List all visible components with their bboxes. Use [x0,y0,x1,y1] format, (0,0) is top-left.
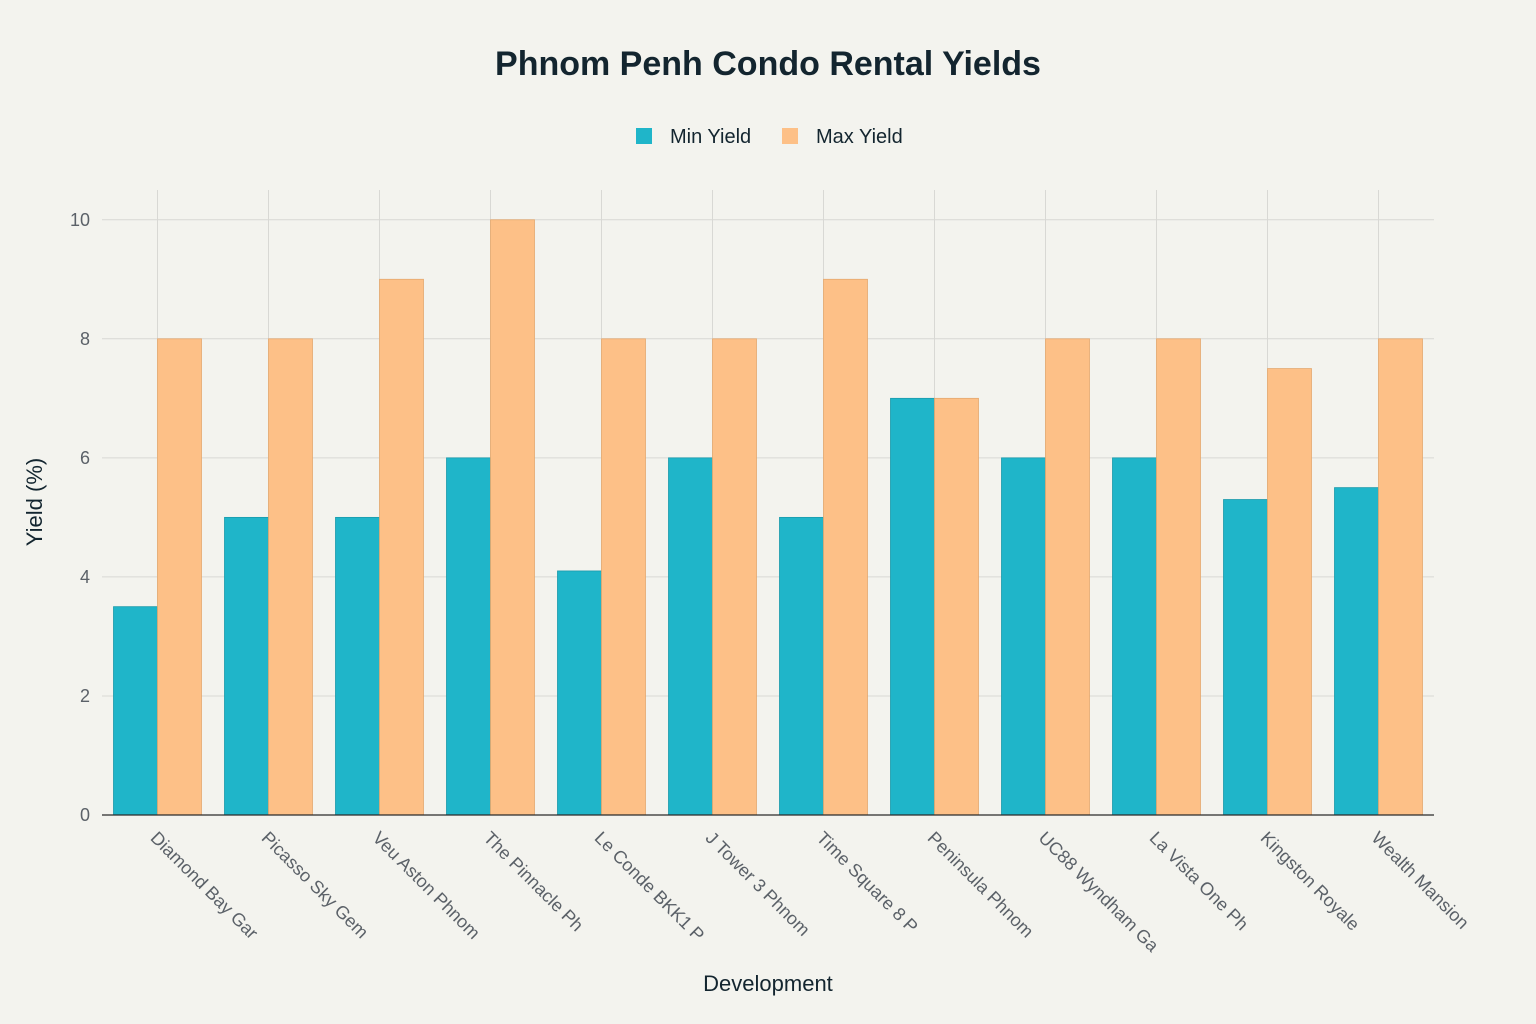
bar-min-yield[interactable] [224,516,269,816]
bar-min-yield[interactable] [1001,457,1046,816]
x-tick-label: J Tower 3 Phnom [702,828,814,940]
y-axis-title: Yield (%) [22,458,47,546]
bar-min-yield[interactable] [557,570,602,816]
y-tick-label: 8 [80,329,90,349]
x-tick-label: The Pinnacle Ph [480,828,588,936]
x-tick-label: Wealth Mansion [1368,828,1473,933]
x-tick-label: Le Conde BKK1 P [591,828,708,945]
bar-max-yield[interactable] [934,397,979,816]
bar-min-yield[interactable] [668,457,713,816]
x-tick-label: La Vista One Ph [1146,828,1253,935]
bar-max-yield[interactable] [268,338,313,816]
bar-min-yield[interactable] [446,457,491,816]
x-tick-label: Veu Aston Phnom [369,828,484,943]
x-tick-label: Picasso Sky Gem [258,828,373,943]
x-tick-label: Time Square 8 P [813,828,922,937]
x-tick-label: Diamond Bay Gar [147,828,262,943]
legend-label-max-yield[interactable]: Max Yield [816,126,903,148]
bar-min-yield[interactable] [335,516,380,816]
legend-swatch-max-yield[interactable] [782,128,798,144]
x-axis-title: Development [703,971,833,996]
y-tick-label: 2 [80,686,90,706]
bar-max-yield[interactable] [157,338,202,816]
bar-max-yield[interactable] [1156,338,1201,816]
bar-max-yield[interactable] [490,219,535,816]
y-axis-ticks: 0 2 4 6 8 10 [70,210,90,825]
bar-max-yield[interactable] [1045,338,1090,816]
x-tick-label: Peninsula Phnom [924,828,1038,942]
legend-label-min-yield[interactable]: Min Yield [670,126,751,148]
bar-max-yield[interactable] [1378,338,1423,816]
bar-max-yield[interactable] [712,338,757,816]
y-tick-label: 6 [80,448,90,468]
bar-max-yield[interactable] [379,278,424,816]
bar-min-yield[interactable] [890,397,935,816]
bar-min-yield[interactable] [1112,457,1157,816]
y-tick-label: 4 [80,567,90,587]
legend: Min Yield Max Yield [636,126,903,148]
x-tick-label: UC88 Wyndham Ga [1035,828,1164,957]
bars [113,219,1423,816]
bar-min-yield[interactable] [1223,499,1268,816]
y-tick-label: 10 [70,210,90,230]
bar-min-yield[interactable] [113,606,158,816]
bar-max-yield[interactable] [1267,368,1312,816]
legend-swatch-min-yield[interactable] [636,128,652,144]
bar-min-yield[interactable] [1334,487,1379,816]
y-tick-label: 0 [80,805,90,825]
bar-max-yield[interactable] [601,338,646,816]
bar-min-yield[interactable] [779,516,824,816]
chart-title: Phnom Penh Condo Rental Yields [495,45,1041,83]
bar-max-yield[interactable] [823,278,868,816]
x-tick-label: Kingston Royale [1257,828,1364,935]
